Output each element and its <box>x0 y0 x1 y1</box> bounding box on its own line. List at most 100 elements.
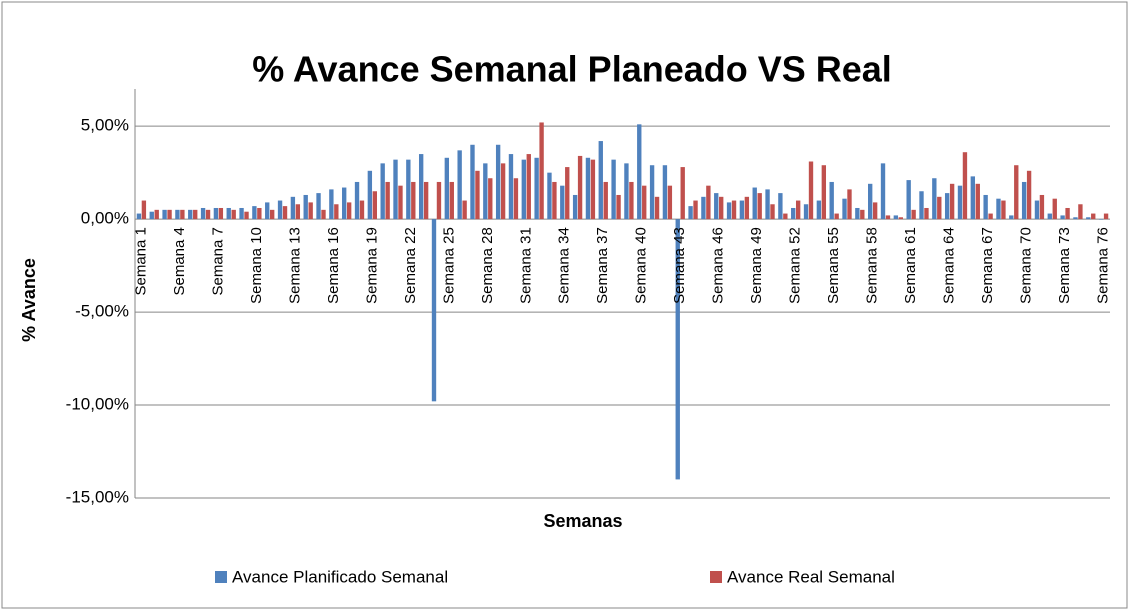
bar <box>334 204 338 219</box>
bar <box>578 156 582 219</box>
bar <box>873 202 877 219</box>
x-tick-label: Semana 58 <box>864 227 881 304</box>
bar <box>522 160 526 219</box>
bar <box>1022 182 1026 219</box>
x-tick-label: Semana 70 <box>1018 227 1035 304</box>
bar <box>437 182 441 219</box>
bar <box>809 162 813 220</box>
bar <box>385 182 389 219</box>
x-tick-label: Semana 73 <box>1056 227 1073 304</box>
bar <box>937 197 941 219</box>
bar <box>355 182 359 219</box>
chart: % Avance Semanal Planeado VS Real % Avan… <box>0 0 1129 610</box>
x-tick-label: Semana 13 <box>286 227 303 304</box>
bar <box>462 201 466 220</box>
legend-label: Avance Real Semanal <box>727 567 895 586</box>
bar <box>988 214 992 220</box>
bar <box>650 165 654 219</box>
bar <box>232 210 236 219</box>
x-tick-label: Semana 28 <box>479 227 496 304</box>
bar <box>219 208 223 219</box>
bar <box>1065 208 1069 219</box>
bar <box>411 182 415 219</box>
bar <box>393 160 397 219</box>
bar <box>906 180 910 219</box>
bar <box>1078 204 1082 219</box>
bar <box>983 195 987 219</box>
bar <box>770 204 774 219</box>
bar <box>445 158 449 219</box>
bar <box>527 154 531 219</box>
bar <box>475 171 479 219</box>
bar <box>1091 214 1095 220</box>
bar <box>591 160 595 219</box>
bar <box>509 154 513 219</box>
bar <box>701 197 705 219</box>
bar <box>796 201 800 220</box>
bar <box>573 195 577 219</box>
bar <box>552 182 556 219</box>
bar <box>1027 171 1031 219</box>
bar <box>1009 215 1013 219</box>
bar <box>842 199 846 219</box>
bar <box>560 186 564 219</box>
bar <box>655 197 659 219</box>
bar <box>257 208 261 219</box>
x-tick-label: Semana 61 <box>902 227 919 304</box>
x-tick-label: Semana 19 <box>363 227 380 304</box>
bar <box>881 163 885 219</box>
x-tick-label: Semana 37 <box>594 227 611 304</box>
bar <box>783 214 787 220</box>
x-tick-label: Semana 7 <box>209 227 226 295</box>
bar <box>539 122 543 219</box>
bar <box>470 145 474 219</box>
bar <box>758 193 762 219</box>
bar <box>778 193 782 219</box>
x-tick-label: Semana 67 <box>979 227 996 304</box>
bar <box>193 210 197 219</box>
bar <box>919 191 923 219</box>
y-tick-label: -10,00% <box>66 395 129 414</box>
bar <box>296 204 300 219</box>
x-tick-label: Semana 43 <box>671 227 688 304</box>
bar <box>547 173 551 219</box>
bar <box>283 206 287 219</box>
bar <box>817 201 821 220</box>
bar <box>637 124 641 219</box>
bar <box>180 210 184 219</box>
bar <box>368 171 372 219</box>
bar <box>765 189 769 219</box>
bar <box>188 210 192 219</box>
bar <box>347 202 351 219</box>
bar <box>1099 219 1103 220</box>
bar <box>175 210 179 219</box>
bar <box>398 186 402 219</box>
bar <box>586 158 590 219</box>
bar <box>911 210 915 219</box>
x-tick-label: Semana 4 <box>171 227 188 295</box>
bar <box>150 212 154 219</box>
bar <box>278 201 282 220</box>
bar <box>514 178 518 219</box>
x-tick-label: Semana 55 <box>825 227 842 304</box>
bar <box>1040 195 1044 219</box>
bar <box>629 182 633 219</box>
y-axis-title: % Avance <box>19 258 39 342</box>
bar <box>206 210 210 219</box>
bar <box>1060 215 1064 219</box>
bar <box>996 199 1000 219</box>
bar <box>483 163 487 219</box>
x-tick-label: Semana 76 <box>1095 227 1112 304</box>
y-tick-label: 0,00% <box>81 209 129 228</box>
bar <box>830 182 834 219</box>
bar <box>924 208 928 219</box>
bar <box>932 178 936 219</box>
bar <box>847 189 851 219</box>
bar <box>971 176 975 219</box>
bar <box>745 197 749 219</box>
bar <box>822 165 826 219</box>
bar <box>450 182 454 219</box>
bar <box>688 206 692 219</box>
bar <box>1104 214 1108 220</box>
bar <box>316 193 320 219</box>
